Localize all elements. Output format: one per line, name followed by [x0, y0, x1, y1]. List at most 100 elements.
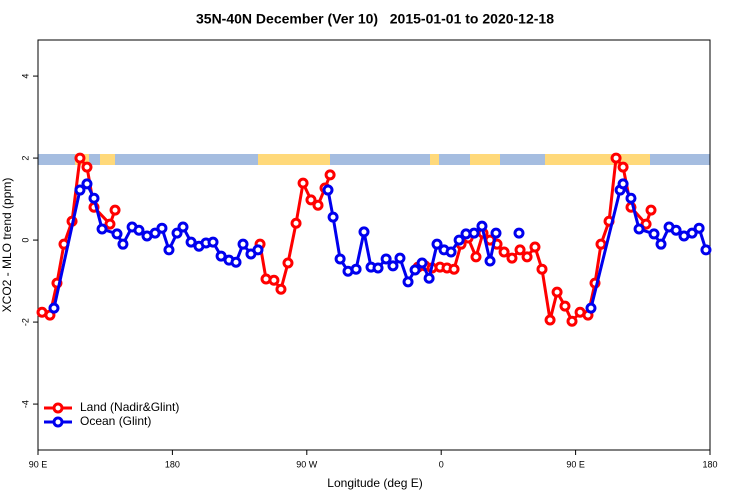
data-point — [88, 192, 100, 204]
data-point — [595, 238, 607, 250]
data-point — [513, 227, 525, 239]
data-point — [171, 227, 183, 239]
y-tick-label: 0 — [20, 238, 30, 243]
data-point — [81, 178, 93, 190]
data-point — [156, 222, 168, 234]
series-line — [52, 182, 708, 309]
land-band — [258, 154, 330, 165]
data-point — [484, 255, 496, 267]
legend-label: Land (Nadir&Glint) — [80, 400, 179, 414]
data-point — [551, 286, 563, 298]
x-tick-label: 90 E — [566, 459, 585, 469]
data-point — [700, 244, 712, 256]
data-point — [490, 227, 502, 239]
data-point — [215, 250, 227, 262]
x-tick-label: 0 — [439, 459, 444, 469]
surface-band — [38, 154, 710, 165]
data-point — [409, 264, 421, 276]
data-point — [514, 244, 526, 256]
data-point — [470, 251, 482, 263]
legend: Land (Nadir&Glint)Ocean (Glint) — [44, 400, 179, 428]
data-point — [686, 227, 698, 239]
data-point — [617, 178, 629, 190]
data-point — [290, 217, 302, 229]
data-point — [74, 152, 86, 164]
data-point — [237, 238, 249, 250]
data-point — [633, 223, 645, 235]
data-point — [74, 184, 86, 196]
data-point — [230, 256, 242, 268]
y-axis-label: XCO2 - MLO trend (ppm) — [0, 178, 14, 313]
data-point — [506, 252, 518, 264]
data-point — [324, 169, 336, 181]
data-point — [81, 161, 93, 173]
data-point — [617, 161, 629, 173]
data-point — [96, 223, 108, 235]
data-point — [334, 253, 346, 265]
land-band — [470, 154, 500, 165]
data-point — [559, 300, 571, 312]
data-point — [423, 272, 435, 284]
data-point — [476, 220, 488, 232]
data-point — [322, 184, 334, 196]
x-axis-label: Longitude (deg E) — [327, 476, 422, 490]
data-point — [431, 238, 443, 250]
plot-frame — [37, 39, 711, 451]
x-tick-label: 90 E — [29, 459, 48, 469]
data-point — [149, 227, 161, 239]
data-point — [585, 302, 597, 314]
data-point — [111, 228, 123, 240]
data-point — [655, 238, 667, 250]
data-point — [185, 236, 197, 248]
data-point — [544, 314, 556, 326]
legend-label: Ocean (Glint) — [80, 414, 151, 428]
ocean-band — [38, 154, 710, 165]
data-point — [109, 204, 121, 216]
data-point — [305, 194, 317, 206]
data-point — [358, 226, 370, 238]
data-point — [48, 302, 60, 314]
data-point — [453, 234, 465, 246]
data-point — [536, 263, 548, 275]
data-point — [645, 204, 657, 216]
data-point — [566, 315, 578, 327]
y-tick-label: 2 — [20, 156, 30, 161]
x-tick-label: 180 — [702, 459, 717, 469]
data-point — [648, 228, 660, 240]
data-point — [625, 192, 637, 204]
data-point — [670, 224, 682, 236]
land-band — [545, 154, 650, 165]
data-point — [380, 253, 392, 265]
data-point — [350, 263, 362, 275]
land-band — [100, 154, 115, 165]
data-point — [177, 221, 189, 233]
data-point — [117, 238, 129, 250]
data-point — [610, 152, 622, 164]
data-point — [640, 218, 652, 230]
data-point — [416, 257, 428, 269]
data-point — [268, 274, 280, 286]
data-point — [372, 262, 384, 274]
data-point — [297, 177, 309, 189]
data-point — [498, 246, 510, 258]
y-tick-label: -2 — [20, 318, 30, 326]
data-point — [468, 227, 480, 239]
y-tick-label: 4 — [20, 74, 30, 79]
data-point — [207, 236, 219, 248]
data-point — [448, 263, 460, 275]
data-point — [133, 224, 145, 236]
data-point — [693, 222, 705, 234]
legend-marker — [52, 416, 64, 428]
y-tick-label: -4 — [20, 400, 30, 408]
data-point — [252, 244, 264, 256]
data-point — [104, 218, 116, 230]
data-point — [445, 246, 457, 258]
land-band — [430, 154, 439, 165]
x-tick-label: 180 — [165, 459, 180, 469]
data-point — [282, 257, 294, 269]
x-tick-label: 90 W — [296, 459, 318, 469]
data-point — [163, 244, 175, 256]
data-point — [529, 241, 541, 253]
data-point — [387, 260, 399, 272]
